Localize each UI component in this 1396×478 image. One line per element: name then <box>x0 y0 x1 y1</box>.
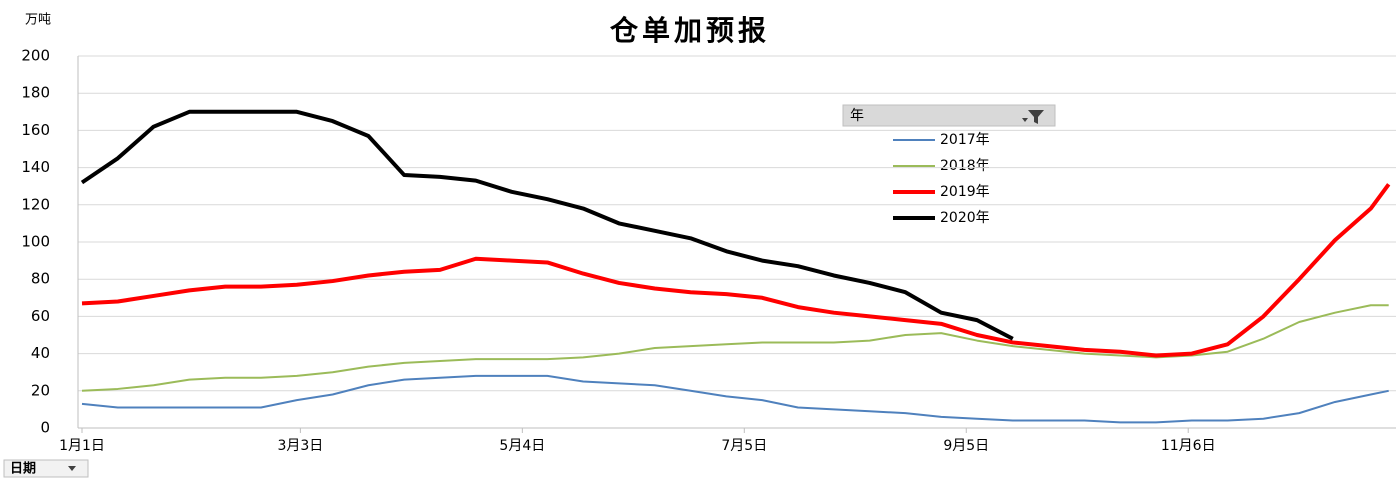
y-tick-label: 0 <box>40 419 50 437</box>
y-tick-label: 100 <box>21 233 50 251</box>
dropdown-arrow[interactable] <box>1022 118 1028 122</box>
series-line <box>81 374 1389 424</box>
dropdown-arrow[interactable] <box>68 466 76 471</box>
y-unit: 万吨 <box>25 13 51 28</box>
x-tick-label: 9月5日 <box>943 438 989 454</box>
chart-title: 仓单加预报 <box>610 14 770 47</box>
y-tick-label: 120 <box>21 195 50 213</box>
x-tick-label: 5月4日 <box>499 438 545 454</box>
x-tick-label: 7月5日 <box>721 438 767 454</box>
field-button-label[interactable]: 日期 <box>10 462 36 477</box>
legend-label: 2019年 <box>940 184 990 200</box>
filter-icon[interactable] <box>1028 110 1044 124</box>
y-tick-label: 140 <box>21 158 50 176</box>
legend: 年 2017年 2018年 2019年 2020年 <box>842 104 1056 226</box>
y-tick-label: 80 <box>31 270 50 288</box>
series-line <box>81 183 1391 358</box>
field-button-box[interactable] <box>3 459 89 478</box>
legend-label: 2017年 <box>940 132 990 148</box>
y-tick-label: 180 <box>21 84 50 102</box>
series-line <box>81 304 1389 392</box>
x-tick-label: 11月6日 <box>1161 438 1216 454</box>
field-button[interactable]: 日期 <box>3 459 89 478</box>
x-tick-label: 3月3日 <box>277 438 323 454</box>
y-tick-label: 20 <box>31 381 50 399</box>
legend-title: 年 <box>850 108 864 124</box>
y-tick-label: 200 <box>21 47 50 65</box>
y-tick-label: 60 <box>31 307 50 325</box>
y-tick-label: 160 <box>21 121 50 139</box>
legend-label: 2020年 <box>940 210 990 226</box>
series-line <box>80 109 1014 341</box>
legend-header[interactable] <box>842 104 1056 127</box>
y-tick-label: 40 <box>31 344 50 362</box>
x-tick-label: 1月1日 <box>59 438 105 454</box>
legend-label: 2018年 <box>940 158 990 174</box>
